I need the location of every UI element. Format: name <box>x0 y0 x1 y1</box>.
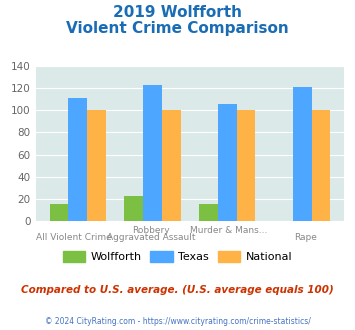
Text: Compared to U.S. average. (U.S. average equals 100): Compared to U.S. average. (U.S. average … <box>21 285 334 295</box>
Text: Aggravated Assault: Aggravated Assault <box>107 233 196 242</box>
Bar <box>68 98 87 221</box>
Bar <box>237 110 256 221</box>
Text: 2019 Wolfforth: 2019 Wolfforth <box>113 5 242 20</box>
Bar <box>218 104 237 221</box>
Bar <box>87 110 106 221</box>
Bar <box>143 85 162 221</box>
Text: Murder & Mans...: Murder & Mans... <box>190 226 267 235</box>
Bar <box>199 205 218 221</box>
Legend: Wolfforth, Texas, National: Wolfforth, Texas, National <box>58 247 297 267</box>
Text: © 2024 CityRating.com - https://www.cityrating.com/crime-statistics/: © 2024 CityRating.com - https://www.city… <box>45 317 310 326</box>
Bar <box>312 110 330 221</box>
Bar <box>162 110 181 221</box>
Bar <box>50 205 68 221</box>
Text: All Violent Crime: All Violent Crime <box>36 233 112 242</box>
Bar <box>293 87 312 221</box>
Text: Rape: Rape <box>294 233 317 242</box>
Bar <box>124 196 143 221</box>
Text: Robbery: Robbery <box>132 226 170 235</box>
Text: Violent Crime Comparison: Violent Crime Comparison <box>66 21 289 36</box>
